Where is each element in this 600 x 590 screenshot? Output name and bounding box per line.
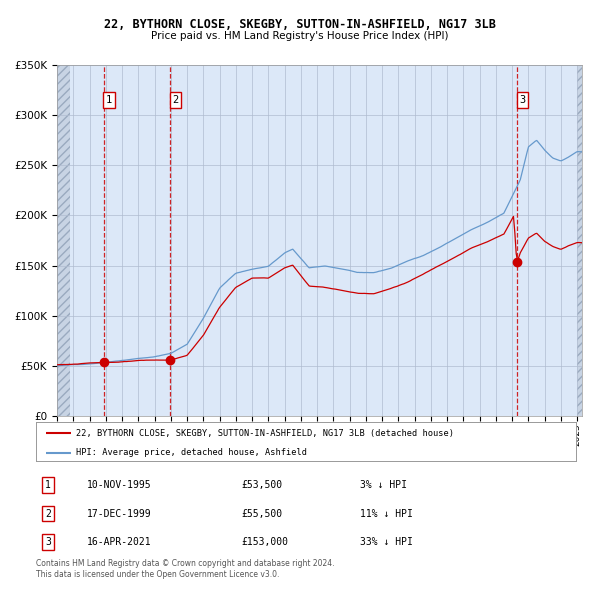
Bar bbox=[577, 65, 582, 416]
Text: 33% ↓ HPI: 33% ↓ HPI bbox=[360, 537, 413, 548]
Text: Price paid vs. HM Land Registry's House Price Index (HPI): Price paid vs. HM Land Registry's House … bbox=[151, 31, 449, 41]
Text: 3% ↓ HPI: 3% ↓ HPI bbox=[360, 480, 407, 490]
Text: £55,500: £55,500 bbox=[241, 509, 283, 519]
Text: 3: 3 bbox=[519, 95, 526, 105]
Bar bbox=[57, 65, 70, 416]
Text: 1: 1 bbox=[106, 95, 112, 105]
Text: £153,000: £153,000 bbox=[241, 537, 288, 548]
Text: 11% ↓ HPI: 11% ↓ HPI bbox=[360, 509, 413, 519]
Text: 2: 2 bbox=[45, 509, 51, 519]
Bar bbox=[577, 65, 582, 416]
Text: 22, BYTHORN CLOSE, SKEGBY, SUTTON-IN-ASHFIELD, NG17 3LB (detached house): 22, BYTHORN CLOSE, SKEGBY, SUTTON-IN-ASH… bbox=[77, 429, 455, 438]
Text: 2: 2 bbox=[173, 95, 179, 105]
Text: 22, BYTHORN CLOSE, SKEGBY, SUTTON-IN-ASHFIELD, NG17 3LB: 22, BYTHORN CLOSE, SKEGBY, SUTTON-IN-ASH… bbox=[104, 18, 496, 31]
Text: HPI: Average price, detached house, Ashfield: HPI: Average price, detached house, Ashf… bbox=[77, 448, 308, 457]
Text: Contains HM Land Registry data © Crown copyright and database right 2024.
This d: Contains HM Land Registry data © Crown c… bbox=[36, 559, 335, 579]
Text: 10-NOV-1995: 10-NOV-1995 bbox=[88, 480, 152, 490]
Text: 16-APR-2021: 16-APR-2021 bbox=[88, 537, 152, 548]
Text: 17-DEC-1999: 17-DEC-1999 bbox=[88, 509, 152, 519]
Bar bbox=[57, 65, 70, 416]
Text: £53,500: £53,500 bbox=[241, 480, 283, 490]
Text: 1: 1 bbox=[45, 480, 51, 490]
Text: 3: 3 bbox=[45, 537, 51, 548]
